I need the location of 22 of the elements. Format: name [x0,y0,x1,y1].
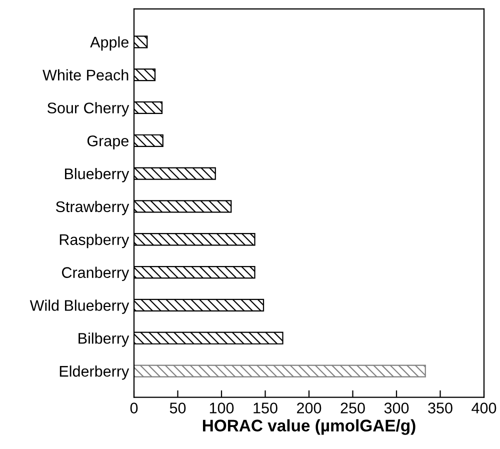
x-tick-label: 0 [130,402,138,414]
y-tick-label: Elderberry [60,366,130,380]
x-tick-label: 100 [210,402,234,414]
x-tick-label: 150 [254,402,278,414]
x-axis-title: HORAC value (µmolGAE/g) [202,419,416,435]
y-tick-label: Wild Blueberry [30,300,130,314]
bar [134,364,426,378]
y-tick-label: Blueberry [65,168,130,182]
x-tick-label: 300 [384,402,409,414]
y-tick-label: Bilberry [78,332,130,347]
y-tick-label: Grape [87,136,128,150]
x-tick-label: 200 [297,402,322,414]
y-tick-label: Cranberry [62,266,130,281]
y-tick-label: White Peach [42,69,128,80]
y-tick-label: Strawberry [56,200,130,216]
x-tick-label: 400 [472,402,496,414]
x-tick-label: 250 [340,402,365,414]
x-tick-label: 350 [428,402,452,414]
y-tick-label: Sour Cherry [47,102,130,116]
x-tick-label: 50 [170,402,186,414]
y-tick-label: Raspberry [60,234,130,248]
y-tick-label: Apple [90,36,128,51]
